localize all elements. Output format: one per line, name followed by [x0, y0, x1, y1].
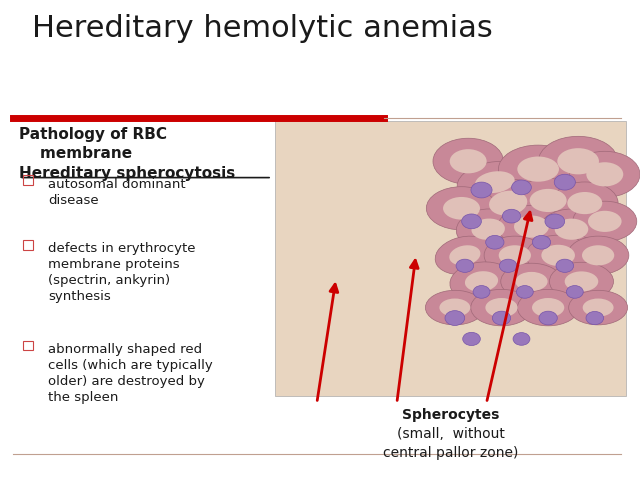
- Circle shape: [499, 259, 517, 272]
- Ellipse shape: [557, 148, 599, 174]
- Ellipse shape: [573, 201, 637, 241]
- Ellipse shape: [538, 136, 618, 186]
- Circle shape: [511, 180, 531, 195]
- Ellipse shape: [435, 236, 495, 275]
- Ellipse shape: [517, 289, 579, 326]
- Circle shape: [554, 174, 575, 190]
- Circle shape: [471, 182, 492, 198]
- Bar: [23, 341, 33, 350]
- Ellipse shape: [567, 192, 602, 214]
- Ellipse shape: [489, 191, 527, 216]
- Circle shape: [502, 209, 521, 223]
- Text: defects in erythrocyte
membrane proteins
(spectrin, ankyrin)
synthesis: defects in erythrocyte membrane proteins…: [48, 242, 195, 303]
- Ellipse shape: [484, 236, 545, 275]
- Ellipse shape: [552, 182, 618, 224]
- Circle shape: [513, 333, 530, 345]
- Ellipse shape: [570, 151, 640, 197]
- Text: abnormally shaped red
cells (which are typically
older) are destroyed by
the spl: abnormally shaped red cells (which are t…: [48, 343, 212, 404]
- Ellipse shape: [540, 209, 604, 250]
- Ellipse shape: [530, 189, 566, 212]
- Ellipse shape: [532, 298, 564, 317]
- Ellipse shape: [582, 299, 614, 317]
- Ellipse shape: [426, 187, 497, 230]
- Ellipse shape: [568, 236, 629, 275]
- Ellipse shape: [449, 245, 481, 265]
- Circle shape: [516, 286, 533, 298]
- Ellipse shape: [433, 138, 504, 184]
- Ellipse shape: [514, 216, 549, 238]
- Ellipse shape: [443, 197, 480, 220]
- Ellipse shape: [426, 290, 484, 325]
- Ellipse shape: [499, 145, 578, 193]
- Ellipse shape: [456, 209, 520, 250]
- Bar: [275, 121, 626, 396]
- Ellipse shape: [498, 205, 564, 248]
- Bar: [23, 175, 33, 185]
- Ellipse shape: [526, 235, 590, 276]
- Ellipse shape: [440, 299, 470, 317]
- Ellipse shape: [465, 271, 498, 292]
- Ellipse shape: [450, 262, 513, 301]
- Text: Hereditary spherocytosis: Hereditary spherocytosis: [19, 166, 236, 180]
- Circle shape: [532, 235, 550, 249]
- Ellipse shape: [457, 161, 532, 203]
- Ellipse shape: [569, 290, 628, 325]
- Circle shape: [556, 259, 573, 272]
- Ellipse shape: [564, 271, 598, 291]
- Circle shape: [445, 311, 465, 325]
- Ellipse shape: [588, 211, 621, 232]
- Circle shape: [461, 214, 481, 229]
- Text: Pathology of RBC
    membrane: Pathology of RBC membrane: [19, 127, 167, 161]
- Circle shape: [545, 214, 564, 229]
- Ellipse shape: [515, 272, 548, 291]
- Ellipse shape: [499, 245, 531, 265]
- Text: autosomal dominant
disease: autosomal dominant disease: [48, 178, 186, 206]
- Ellipse shape: [471, 289, 532, 326]
- Ellipse shape: [475, 171, 515, 193]
- Ellipse shape: [450, 149, 486, 173]
- Ellipse shape: [555, 218, 588, 240]
- Text: Spherocytes: Spherocytes: [402, 408, 499, 422]
- Ellipse shape: [500, 263, 562, 300]
- Ellipse shape: [586, 162, 623, 186]
- Ellipse shape: [517, 156, 559, 182]
- Ellipse shape: [485, 298, 518, 317]
- Circle shape: [539, 311, 557, 325]
- Ellipse shape: [472, 218, 505, 240]
- Text: (small,  without
central pallor zone): (small, without central pallor zone): [383, 427, 518, 460]
- Circle shape: [463, 332, 480, 346]
- Circle shape: [566, 286, 583, 298]
- Ellipse shape: [582, 245, 614, 265]
- Ellipse shape: [513, 179, 583, 223]
- Circle shape: [473, 286, 490, 298]
- Bar: [23, 240, 33, 250]
- Ellipse shape: [472, 180, 545, 227]
- Circle shape: [456, 259, 474, 272]
- Circle shape: [586, 312, 604, 324]
- Ellipse shape: [550, 262, 614, 300]
- Ellipse shape: [541, 245, 575, 266]
- Circle shape: [486, 235, 504, 249]
- Circle shape: [492, 311, 511, 325]
- Text: Hereditary hemolytic anemias: Hereditary hemolytic anemias: [32, 14, 493, 43]
